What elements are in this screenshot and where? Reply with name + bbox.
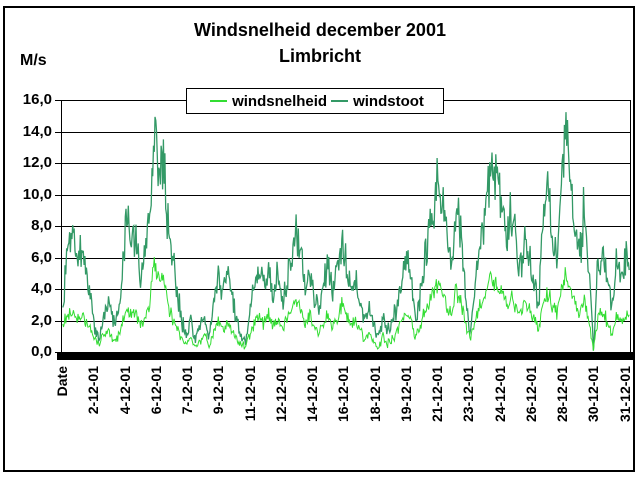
y-tick-label: 14,0 <box>22 122 52 140</box>
series-path-windstoot <box>62 112 630 351</box>
x-tick-label: 30-12-01 <box>585 366 602 423</box>
y-axis-unit-label: M/s <box>20 52 47 69</box>
y-tick-label: 16,0 <box>22 91 52 108</box>
y-axis-tick <box>55 320 62 322</box>
x-tick-label: 24-12-01 <box>491 366 508 423</box>
plot-area <box>62 100 630 352</box>
line-chart <box>62 112 630 351</box>
y-axis-tick <box>55 289 62 290</box>
x-tick-label: 6-12-01 <box>147 366 164 415</box>
y-tick-label: 8,0 <box>31 217 52 234</box>
x-tick-label: 4-12-01 <box>116 366 133 415</box>
x-tick-label: 31-12-01 <box>616 366 633 423</box>
x-tick-label: 26-12-01 <box>522 366 539 423</box>
legend: windsnelheid windstoot <box>186 88 444 114</box>
x-tick-label: 9-12-01 <box>210 366 227 415</box>
gridline <box>62 289 630 290</box>
y-axis-tick <box>55 100 62 101</box>
legend-label-windsnelheid: windsnelheid <box>232 92 328 110</box>
legend-swatch-windstoot-icon <box>331 100 349 102</box>
y-tick-label: 0,0 <box>31 343 52 360</box>
chart-title: Windsnelheid december 2001 <box>194 20 446 40</box>
x-tick-label: 12-12-01 <box>272 366 289 423</box>
y-tick-label: 12,0 <box>22 154 52 171</box>
x-tick-label: 21-12-01 <box>429 366 446 423</box>
gridline <box>62 226 630 227</box>
y-axis-tick <box>55 163 62 164</box>
x-tick-label: 28-12-01 <box>554 366 571 423</box>
chart-border-frame <box>3 6 635 472</box>
x-tick-label: 18-12-01 <box>366 366 383 423</box>
y-axis-tick <box>55 226 62 227</box>
x-tick-label: 16-12-01 <box>335 366 352 423</box>
gridline <box>62 194 630 196</box>
x-tick-label: Date <box>54 366 70 397</box>
y-tick-label: 4,0 <box>31 280 52 297</box>
y-axis-tick <box>55 194 62 196</box>
x-tick-label: 19-12-01 <box>397 366 414 423</box>
plot-right-border <box>630 100 631 353</box>
gridline <box>62 320 630 322</box>
gridline <box>62 163 630 164</box>
y-tick-label: 10,0 <box>22 185 52 203</box>
x-tick-label: 7-12-01 <box>179 366 196 415</box>
x-tick-label: 23-12-01 <box>460 366 477 423</box>
x-axis-bar <box>57 352 634 360</box>
y-axis-tick <box>55 131 62 133</box>
chart-subtitle: Limbricht <box>278 46 361 66</box>
y-axis-tick <box>55 257 62 259</box>
x-tick-label: 11-12-01 <box>241 366 258 422</box>
y-axis-tick <box>55 352 62 353</box>
legend-label-windstoot: windstoot <box>353 92 424 110</box>
y-tick-label: 2,0 <box>31 311 52 329</box>
x-tick-label: 14-12-01 <box>304 366 321 423</box>
y-tick-label: 6,0 <box>31 248 52 266</box>
gridline <box>62 131 630 133</box>
series-path-windsnelheid <box>62 257 630 351</box>
x-tick-label: 2-12-01 <box>85 366 102 415</box>
legend-swatch-windsnelheid-icon <box>210 100 228 102</box>
